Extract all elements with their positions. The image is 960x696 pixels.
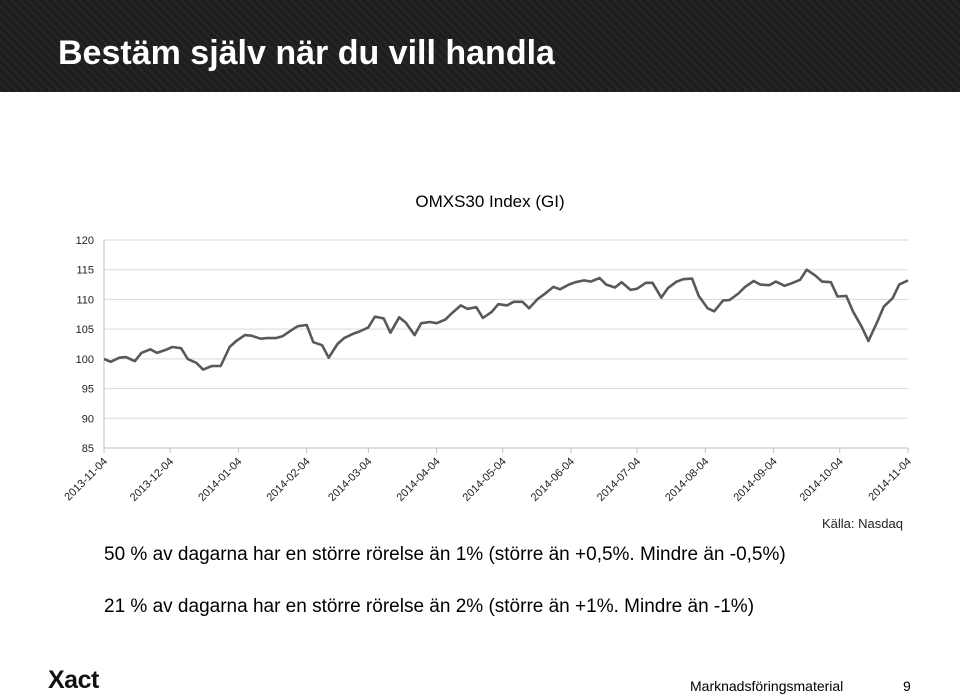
slide-title: Bestäm själv när du vill handla xyxy=(58,34,555,72)
x-tick-label: 2014-07-04 xyxy=(595,456,643,504)
x-tick-label: 2014-09-04 xyxy=(731,456,779,504)
line-chart: OMXS30 Index (GI) 859095100105110115120 … xyxy=(62,192,914,504)
source-note: Källa: Nasdaq xyxy=(822,516,903,531)
y-tick-label: 90 xyxy=(82,413,94,425)
y-tick-label: 115 xyxy=(76,265,94,277)
y-axis: 85 90 95 100 105 110 115 120 xyxy=(76,235,105,455)
x-tick-label: 2014-08-04 xyxy=(663,456,711,504)
x-tick-label: 2014-04-04 xyxy=(394,456,442,504)
y-tick-label: 110 xyxy=(76,294,94,306)
x-tick-label: 2013-11-04 xyxy=(62,456,110,504)
chart-title: OMXS30 Index (GI) xyxy=(415,192,564,211)
y-tick-label: 95 xyxy=(82,384,94,396)
y-tick-label: 120 xyxy=(76,235,94,247)
series-line xyxy=(103,268,909,371)
y-tick-label: 85 xyxy=(82,443,94,455)
x-tick-label: 2014-11-04 xyxy=(866,456,914,504)
statistic-line-1: 50 % av dagarna har en större rörelse än… xyxy=(104,544,786,565)
gridlines xyxy=(104,239,908,449)
y-tick-label: 105 xyxy=(76,324,94,336)
x-tick-label: 2014-05-04 xyxy=(461,456,509,504)
y-tick-label: 100 xyxy=(76,354,94,366)
x-tick-label: 2014-02-04 xyxy=(264,456,312,504)
footer-label: Marknadsföringsmaterial xyxy=(690,678,844,694)
page-number: 9 xyxy=(903,678,911,694)
x-tick-label: 2013-12-04 xyxy=(128,456,176,504)
xact-logo: Xact xyxy=(48,666,99,694)
statistic-line-2: 21 % av dagarna har en större rörelse än… xyxy=(104,596,755,617)
header-bar: Bestäm själv när du vill handla xyxy=(0,0,960,92)
x-axis: 2013-11-04 2013-12-04 2014-01-04 2014-02-04… xyxy=(62,448,914,504)
x-tick-label: 2014-01-04 xyxy=(196,456,244,504)
x-tick-label: 2014-03-04 xyxy=(326,456,374,504)
x-tick-label: 2014-10-04 xyxy=(798,456,846,504)
x-tick-label: 2014-06-04 xyxy=(529,456,577,504)
